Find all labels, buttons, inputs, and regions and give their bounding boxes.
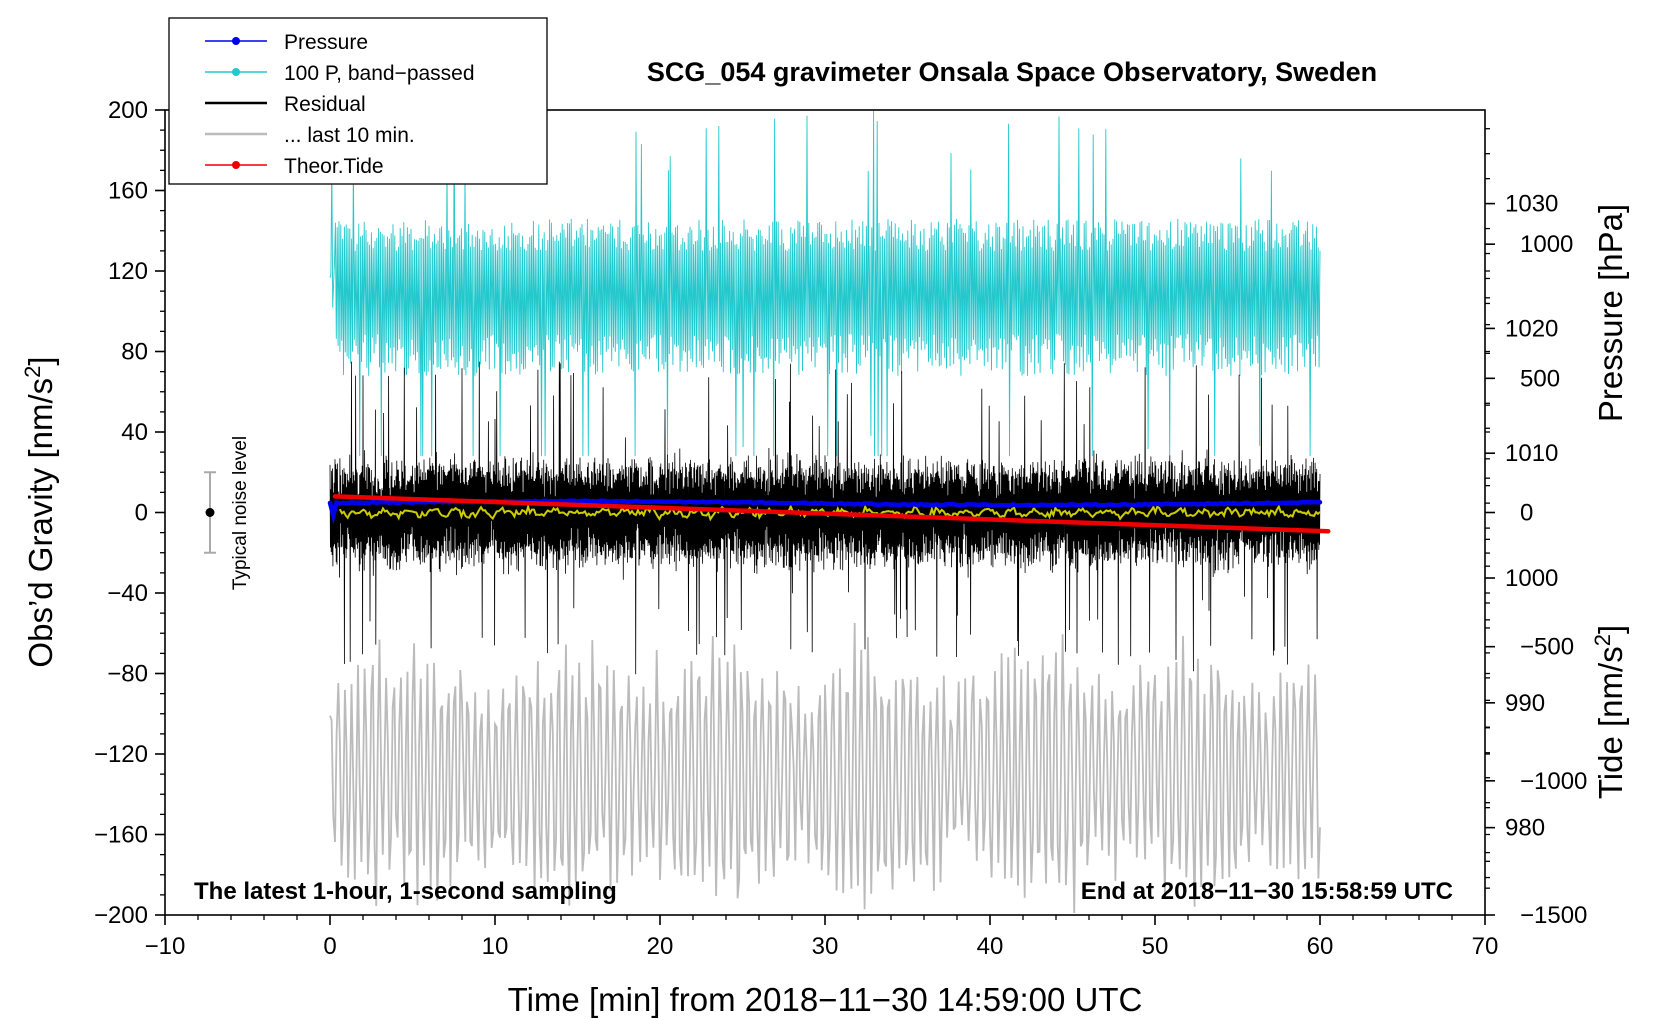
legend-items: Pressure 100 P, band−passed Residual ... la… bbox=[205, 31, 475, 178]
tide-tick-label: 1000 bbox=[1520, 231, 1573, 258]
x-tick-label: −10 bbox=[145, 933, 186, 960]
x-tick-label: 70 bbox=[1472, 933, 1499, 960]
legend-label: Theor.Tide bbox=[284, 155, 384, 178]
legend-label: Pressure bbox=[284, 31, 368, 54]
x-tick-label: 50 bbox=[1142, 933, 1169, 960]
legend-marker bbox=[232, 37, 240, 45]
x-axis-label: Time [min] from 2018−11−30 14:59:00 UTC bbox=[508, 981, 1143, 1018]
y-axis-label-gravity-sup: 2 bbox=[20, 366, 45, 378]
y-tick-label: −120 bbox=[94, 741, 148, 768]
y-axis-label-pressure: Pressure [hPa] bbox=[1592, 204, 1629, 422]
y-tick-label: 120 bbox=[108, 258, 148, 285]
y-tick-label: 40 bbox=[121, 419, 148, 446]
y-axis-label-gravity-close: ] bbox=[22, 356, 59, 365]
y-tick-label: 80 bbox=[121, 339, 148, 366]
pressure-tick-label: 1030 bbox=[1505, 191, 1558, 218]
series-band-passed-pressure bbox=[329, 109, 1321, 457]
note-latest-hour: The latest 1-hour, 1-second sampling bbox=[194, 878, 617, 905]
legend-label: 100 P, band−passed bbox=[284, 62, 475, 85]
series-last-10-min bbox=[329, 622, 1321, 914]
legend-box bbox=[168, 17, 548, 185]
tide-tick-label: 0 bbox=[1520, 500, 1533, 527]
noise-level-label: Typical noise level bbox=[230, 436, 251, 590]
y-tick-label: −80 bbox=[107, 661, 148, 688]
axis-layer: −10 0 10 20 30 40 50 60 7020016012080400−40−80−1… bbox=[94, 97, 1587, 960]
x-tick-label: 40 bbox=[977, 933, 1004, 960]
series-layer bbox=[327, 109, 1331, 914]
y-tick-label: −40 bbox=[107, 580, 148, 607]
x-tick-label: 30 bbox=[812, 933, 839, 960]
x-tick-label: 0 bbox=[323, 933, 336, 960]
pressure-tick-label: 1010 bbox=[1505, 440, 1558, 467]
chart-title: SCG_054 gravimeter Onsala Space Observat… bbox=[647, 57, 1377, 87]
legend-label: Residual bbox=[284, 93, 366, 116]
y-axis-label-tide-sup: 2 bbox=[1590, 634, 1615, 646]
tide-tick-label: −1500 bbox=[1520, 902, 1587, 929]
y-axis-label-gravity: Obs’d Gravity [nm/s2] bbox=[20, 356, 59, 667]
x-tick-label: 20 bbox=[647, 933, 674, 960]
series-residual bbox=[329, 361, 1321, 675]
x-tick-label: 60 bbox=[1307, 933, 1334, 960]
pressure-tick-label: 980 bbox=[1505, 815, 1545, 842]
legend-marker bbox=[232, 68, 240, 76]
y-tick-label: 200 bbox=[108, 97, 148, 124]
pressure-tick-label: 1000 bbox=[1505, 565, 1558, 592]
legend-marker bbox=[232, 161, 240, 169]
y-axis-label-tide-text: Tide [nm/s bbox=[1592, 646, 1629, 799]
tide-tick-label: −1000 bbox=[1520, 768, 1587, 795]
legend-label: ... last 10 min. bbox=[284, 124, 415, 147]
pressure-tick-label: 990 bbox=[1505, 690, 1545, 717]
y-axis-label-gravity-text: Obs’d Gravity [nm/s bbox=[22, 378, 59, 668]
series-theoretical-tide bbox=[332, 494, 1331, 534]
tide-tick-label: 500 bbox=[1520, 365, 1560, 392]
note-end-time: End at 2018−11−30 15:58:59 UTC bbox=[1081, 878, 1453, 905]
tide-tick-label: −500 bbox=[1520, 634, 1574, 661]
y-tick-label: −160 bbox=[94, 822, 148, 849]
noise-level-indicator bbox=[204, 471, 216, 554]
legend: Pressure 100 P, band−passed Residual ... la… bbox=[168, 17, 548, 185]
y-tick-label: 0 bbox=[135, 500, 148, 527]
noise-center-dot bbox=[205, 508, 215, 517]
pressure-tick-label: 1020 bbox=[1505, 315, 1558, 342]
x-tick-label: 10 bbox=[482, 933, 509, 960]
y-axis-label-tide: Tide [nm/s2] bbox=[1590, 625, 1629, 799]
y-tick-label: −200 bbox=[94, 902, 148, 929]
y-axis-label-tide-close: ] bbox=[1592, 625, 1629, 634]
y-tick-label: 160 bbox=[108, 178, 148, 205]
